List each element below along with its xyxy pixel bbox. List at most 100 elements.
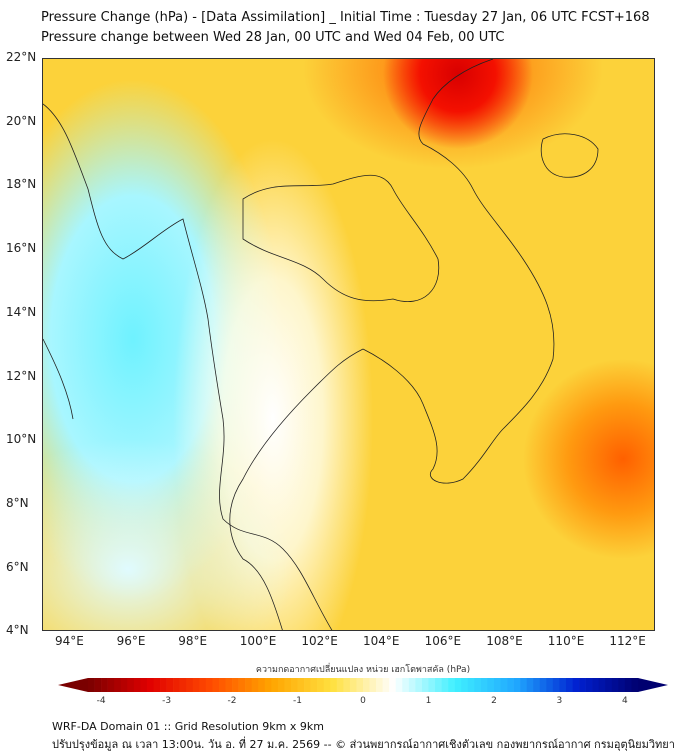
colorbar-segment <box>140 678 148 692</box>
colorbar-segment <box>415 678 423 692</box>
colorbar-tick-label: -2 <box>227 696 237 706</box>
colorbar-segment <box>258 678 266 692</box>
colorbar-segment <box>441 678 449 692</box>
footer-credit: ปรับปรุงข้อมูล ณ เวลา 13:00น. วัน อ. ที่… <box>52 738 675 751</box>
colorbar-segment <box>120 678 128 692</box>
colorbar-segment <box>533 678 541 692</box>
colorbar-tick-label: -1 <box>293 696 303 706</box>
colorbar-segment <box>205 678 213 692</box>
colorbar-segment <box>153 678 161 692</box>
colorbar-tick-label: 0 <box>360 696 366 706</box>
colorbar-segment <box>323 678 331 692</box>
colorbar-segment <box>107 678 115 692</box>
lon-tick-label: 96°E <box>116 634 146 648</box>
colorbar-min-extend <box>58 678 88 692</box>
colorbar-segment <box>565 678 573 692</box>
colorbar-segment <box>218 678 226 692</box>
colorbar-segment <box>559 678 567 692</box>
colorbar-segment <box>598 678 606 692</box>
lat-tick-label: 14°N <box>6 304 37 319</box>
colorbar-segment <box>395 678 403 692</box>
colorbar-segment <box>461 678 469 692</box>
colorbar-segment <box>101 678 108 692</box>
colorbar-segment <box>507 678 514 692</box>
colorbar-segment <box>166 678 174 692</box>
colorbar-segment <box>349 678 357 692</box>
colorbar-segment <box>572 678 580 692</box>
colorbar-tick-label: 3 <box>556 696 563 706</box>
lon-tick-label: 100°E <box>239 634 277 648</box>
colorbar-segment <box>310 678 318 692</box>
lat-tick-label: 22°N <box>6 50 37 64</box>
colorbar-segment <box>304 678 311 692</box>
colorbar-segment <box>526 678 534 692</box>
colorbar-segment <box>212 678 220 692</box>
colorbar-segment <box>421 678 429 692</box>
lon-tick-label: 104°E <box>363 634 400 648</box>
lat-tick-label: 8°N <box>6 495 29 510</box>
colorbar-segment <box>277 678 285 692</box>
colorbar-segment <box>356 678 364 692</box>
lon-tick-label: 106°E <box>424 634 462 648</box>
colorbar-segment <box>513 678 521 692</box>
colorbar-segment <box>238 678 246 692</box>
colorbar-segment <box>592 678 600 692</box>
lat-tick-label: 4°N <box>6 623 29 638</box>
colorbar-segment <box>264 678 272 692</box>
footer-model-info: WRF-DA Domain 01 :: Grid Resolution 9km … <box>52 720 324 733</box>
lon-tick-label: 98°E <box>178 634 208 648</box>
colorbar-segment <box>500 678 508 692</box>
colorbar-segment <box>467 678 475 692</box>
colorbar-segment <box>179 678 187 692</box>
colorbar-segment <box>454 678 462 692</box>
colorbar-segment <box>435 678 442 692</box>
lat-tick-label: 18°N <box>6 177 37 192</box>
colorbar-segment <box>330 678 338 692</box>
colorbar-title: ความกดอากาศเปลี่ยนแปลง หน่วย เฮกโตพาสคัล… <box>255 665 471 675</box>
colorbar-segment <box>271 678 279 692</box>
colorbar-tick-label: 2 <box>491 696 497 706</box>
colorbar-segment <box>199 678 207 692</box>
colorbar-segment <box>605 678 613 692</box>
colorbar-segment <box>624 678 632 692</box>
colorbar-segment <box>408 678 416 692</box>
colorbar-segment <box>284 678 292 692</box>
lon-tick-label: 94°E <box>55 634 84 648</box>
coastlines-and-borders <box>43 59 599 630</box>
colorbar-segment <box>127 678 135 692</box>
colorbar-segment <box>552 678 560 692</box>
colorbar-segment <box>579 678 586 692</box>
lon-tick-label: 112°E <box>609 634 646 648</box>
colorbar-segment <box>539 678 547 692</box>
colorbar-segment <box>146 678 154 692</box>
colorbar-segment <box>611 678 619 692</box>
colorbar-tick-label: 1 <box>425 696 432 706</box>
colorbar-segment <box>520 678 527 692</box>
colorbar-segment <box>297 678 305 692</box>
lon-tick-label: 110°E <box>547 634 585 648</box>
lat-tick-label: 10°N <box>6 432 37 447</box>
colorbar-segment <box>290 678 298 692</box>
lat-tick-label: 20°N <box>6 113 37 128</box>
colorbar-segment <box>245 678 252 692</box>
colorbar-segment <box>487 678 495 692</box>
colorbar-segment <box>160 678 167 692</box>
colorbar-max-extend <box>638 678 668 692</box>
colorbar-tick-label: -3 <box>162 696 172 706</box>
colorbar-segment <box>546 678 554 692</box>
colorbar-segment <box>186 678 194 692</box>
colorbar <box>58 678 668 692</box>
colorbar-segment <box>402 678 410 692</box>
colorbar-segment <box>192 678 200 692</box>
colorbar-segment <box>474 678 482 692</box>
pressure-change-map <box>42 58 655 631</box>
colorbar-segment <box>88 678 95 692</box>
colorbar-segment <box>363 678 370 692</box>
colorbar-segment <box>114 678 122 692</box>
colorbar-segment <box>232 678 239 692</box>
colorbar-segment <box>173 678 180 692</box>
colorbar-segment <box>336 678 344 692</box>
lat-tick-label: 12°N <box>6 368 37 383</box>
colorbar-segment <box>585 678 593 692</box>
colorbar-segment <box>133 678 141 692</box>
